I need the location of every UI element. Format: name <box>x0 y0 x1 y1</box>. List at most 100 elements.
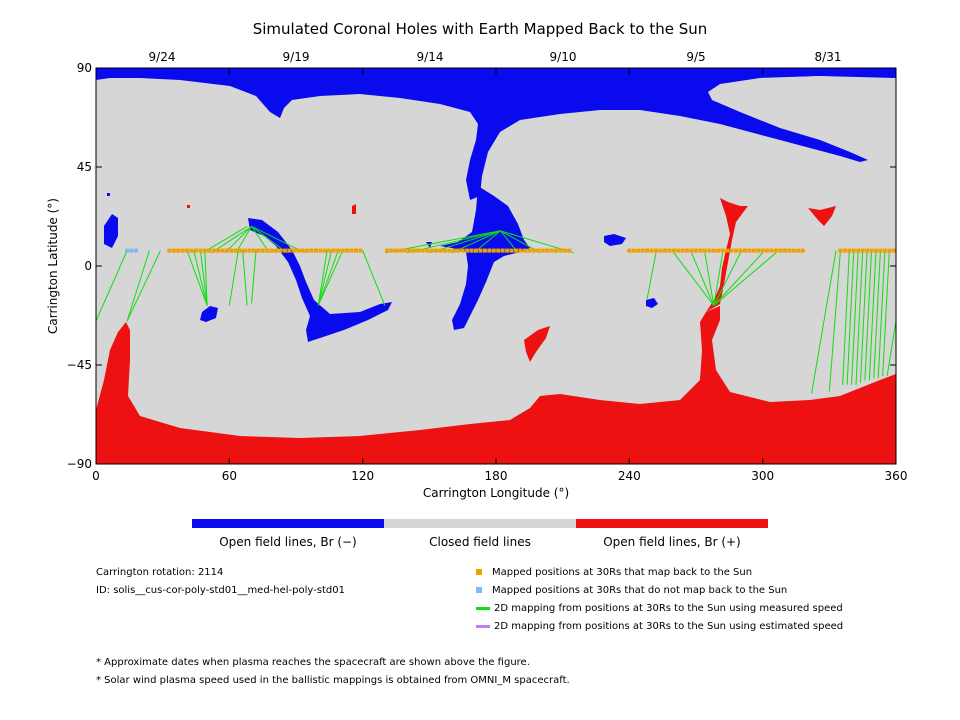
mapped-point <box>769 248 774 253</box>
mapped-point <box>891 248 896 253</box>
mapped-point <box>698 248 703 253</box>
mapped-point <box>251 248 256 253</box>
mapped-point <box>514 248 518 253</box>
y-tick-label: 0 <box>84 259 92 273</box>
mapped-point <box>536 248 541 253</box>
mapping-line <box>704 252 715 306</box>
mapping-line <box>713 252 724 306</box>
mapping-line <box>811 250 837 394</box>
hole-plus-280 <box>706 198 748 312</box>
mapped-point <box>398 248 403 253</box>
mapped-point <box>465 248 470 253</box>
mapping-line <box>882 250 890 377</box>
mapped-point <box>689 248 694 253</box>
colorbar-open-positive <box>576 519 768 528</box>
mapped-point <box>869 248 874 253</box>
mapping-line <box>855 250 864 385</box>
hole-small-230 <box>604 234 626 246</box>
mapped-point <box>851 248 856 253</box>
date-label: 9/5 <box>686 50 705 64</box>
x-tick-label: 120 <box>351 469 374 483</box>
mapped-point <box>282 248 287 253</box>
mapping-line <box>317 250 333 306</box>
mapping-line <box>317 250 328 306</box>
mapped-point <box>847 248 852 253</box>
mapped-point <box>322 248 327 253</box>
mapped-point <box>434 248 438 253</box>
colorbar-label-positive: Open field lines, Br (+) <box>603 535 741 549</box>
legend-label: 2D mapping from positions at 30Rs to the… <box>494 603 843 614</box>
mapping-line <box>691 252 715 306</box>
mapped-point <box>645 248 650 253</box>
mapping-line <box>473 230 501 254</box>
mapped-point <box>314 248 318 253</box>
mapped-point <box>778 248 783 253</box>
mapped-point <box>856 248 861 253</box>
mapped-point <box>838 248 843 253</box>
mapped-point <box>738 248 743 253</box>
mapping-line <box>96 250 128 322</box>
mapping-line <box>199 250 208 306</box>
x-axis-label: Carrington Longitude (°) <box>423 486 569 500</box>
mapped-point <box>756 248 761 253</box>
mapping-line <box>868 250 877 381</box>
mapped-point <box>540 248 545 253</box>
x-tick-label: 300 <box>751 469 774 483</box>
footnote-dates: * Approximate dates when plasma reaches … <box>96 657 530 668</box>
legend-label: Mapped positions at 30Rs that map back t… <box>492 567 753 578</box>
hole-plus-330 <box>808 206 836 226</box>
legend-square-orange <box>476 569 482 575</box>
mapped-point <box>176 248 181 253</box>
date-label: 9/24 <box>149 50 176 64</box>
date-label: 8/31 <box>815 50 842 64</box>
mapped-point <box>456 248 461 253</box>
mapped-point <box>667 248 672 253</box>
hole-small-250 <box>646 298 658 308</box>
carrington-rotation: Carrington rotation: 2114 <box>96 567 224 578</box>
mapped-point <box>167 248 172 253</box>
mapping-line <box>251 225 288 254</box>
mapped-point <box>676 248 681 253</box>
closed-cap-north-east <box>712 76 896 112</box>
mapped-point <box>327 248 332 253</box>
mapped-point <box>447 248 452 253</box>
mapped-point <box>442 248 447 253</box>
mapped-point <box>680 248 685 253</box>
mapped-point <box>407 248 412 253</box>
mapping-line <box>673 252 715 306</box>
mapped-point <box>631 248 636 253</box>
mapped-point <box>742 248 747 253</box>
hole-small-5 <box>104 214 118 248</box>
mapping-line <box>235 226 252 254</box>
x-tick-label: 240 <box>618 469 641 483</box>
mapping-line <box>126 250 161 322</box>
mapped-point <box>202 248 207 253</box>
mapping-line <box>864 250 873 381</box>
mapped-point <box>402 248 407 253</box>
mapped-point <box>229 248 234 253</box>
colorbar-open-negative <box>192 519 384 528</box>
mapped-point <box>416 248 421 253</box>
south-polar-hole <box>96 306 896 464</box>
legend-line-purple <box>476 624 490 628</box>
chart-title: Simulated Coronal Holes with Earth Mappe… <box>252 20 708 38</box>
mapped-points <box>125 248 896 253</box>
legend-square-blue <box>476 587 482 593</box>
mapped-point <box>694 248 698 253</box>
x-tick-label: 360 <box>885 469 908 483</box>
mapped-point <box>751 248 756 253</box>
mapped-point <box>269 248 274 253</box>
mapped-point <box>429 248 434 253</box>
hole-plus-dot-41 <box>187 205 190 208</box>
mapping-line <box>317 250 344 306</box>
mapped-point <box>238 248 243 253</box>
mapped-point <box>425 248 430 253</box>
colorbar-label-negative: Open field lines, Br (−) <box>219 535 357 549</box>
mapping-line <box>851 250 859 385</box>
mapped-point <box>527 248 532 253</box>
legend-item-measured: 2D mapping from positions at 30Rs to the… <box>476 603 843 614</box>
mapping-line <box>846 250 855 385</box>
mapping-line <box>859 250 868 383</box>
mapped-point <box>385 248 390 253</box>
mapped-point <box>220 248 225 253</box>
